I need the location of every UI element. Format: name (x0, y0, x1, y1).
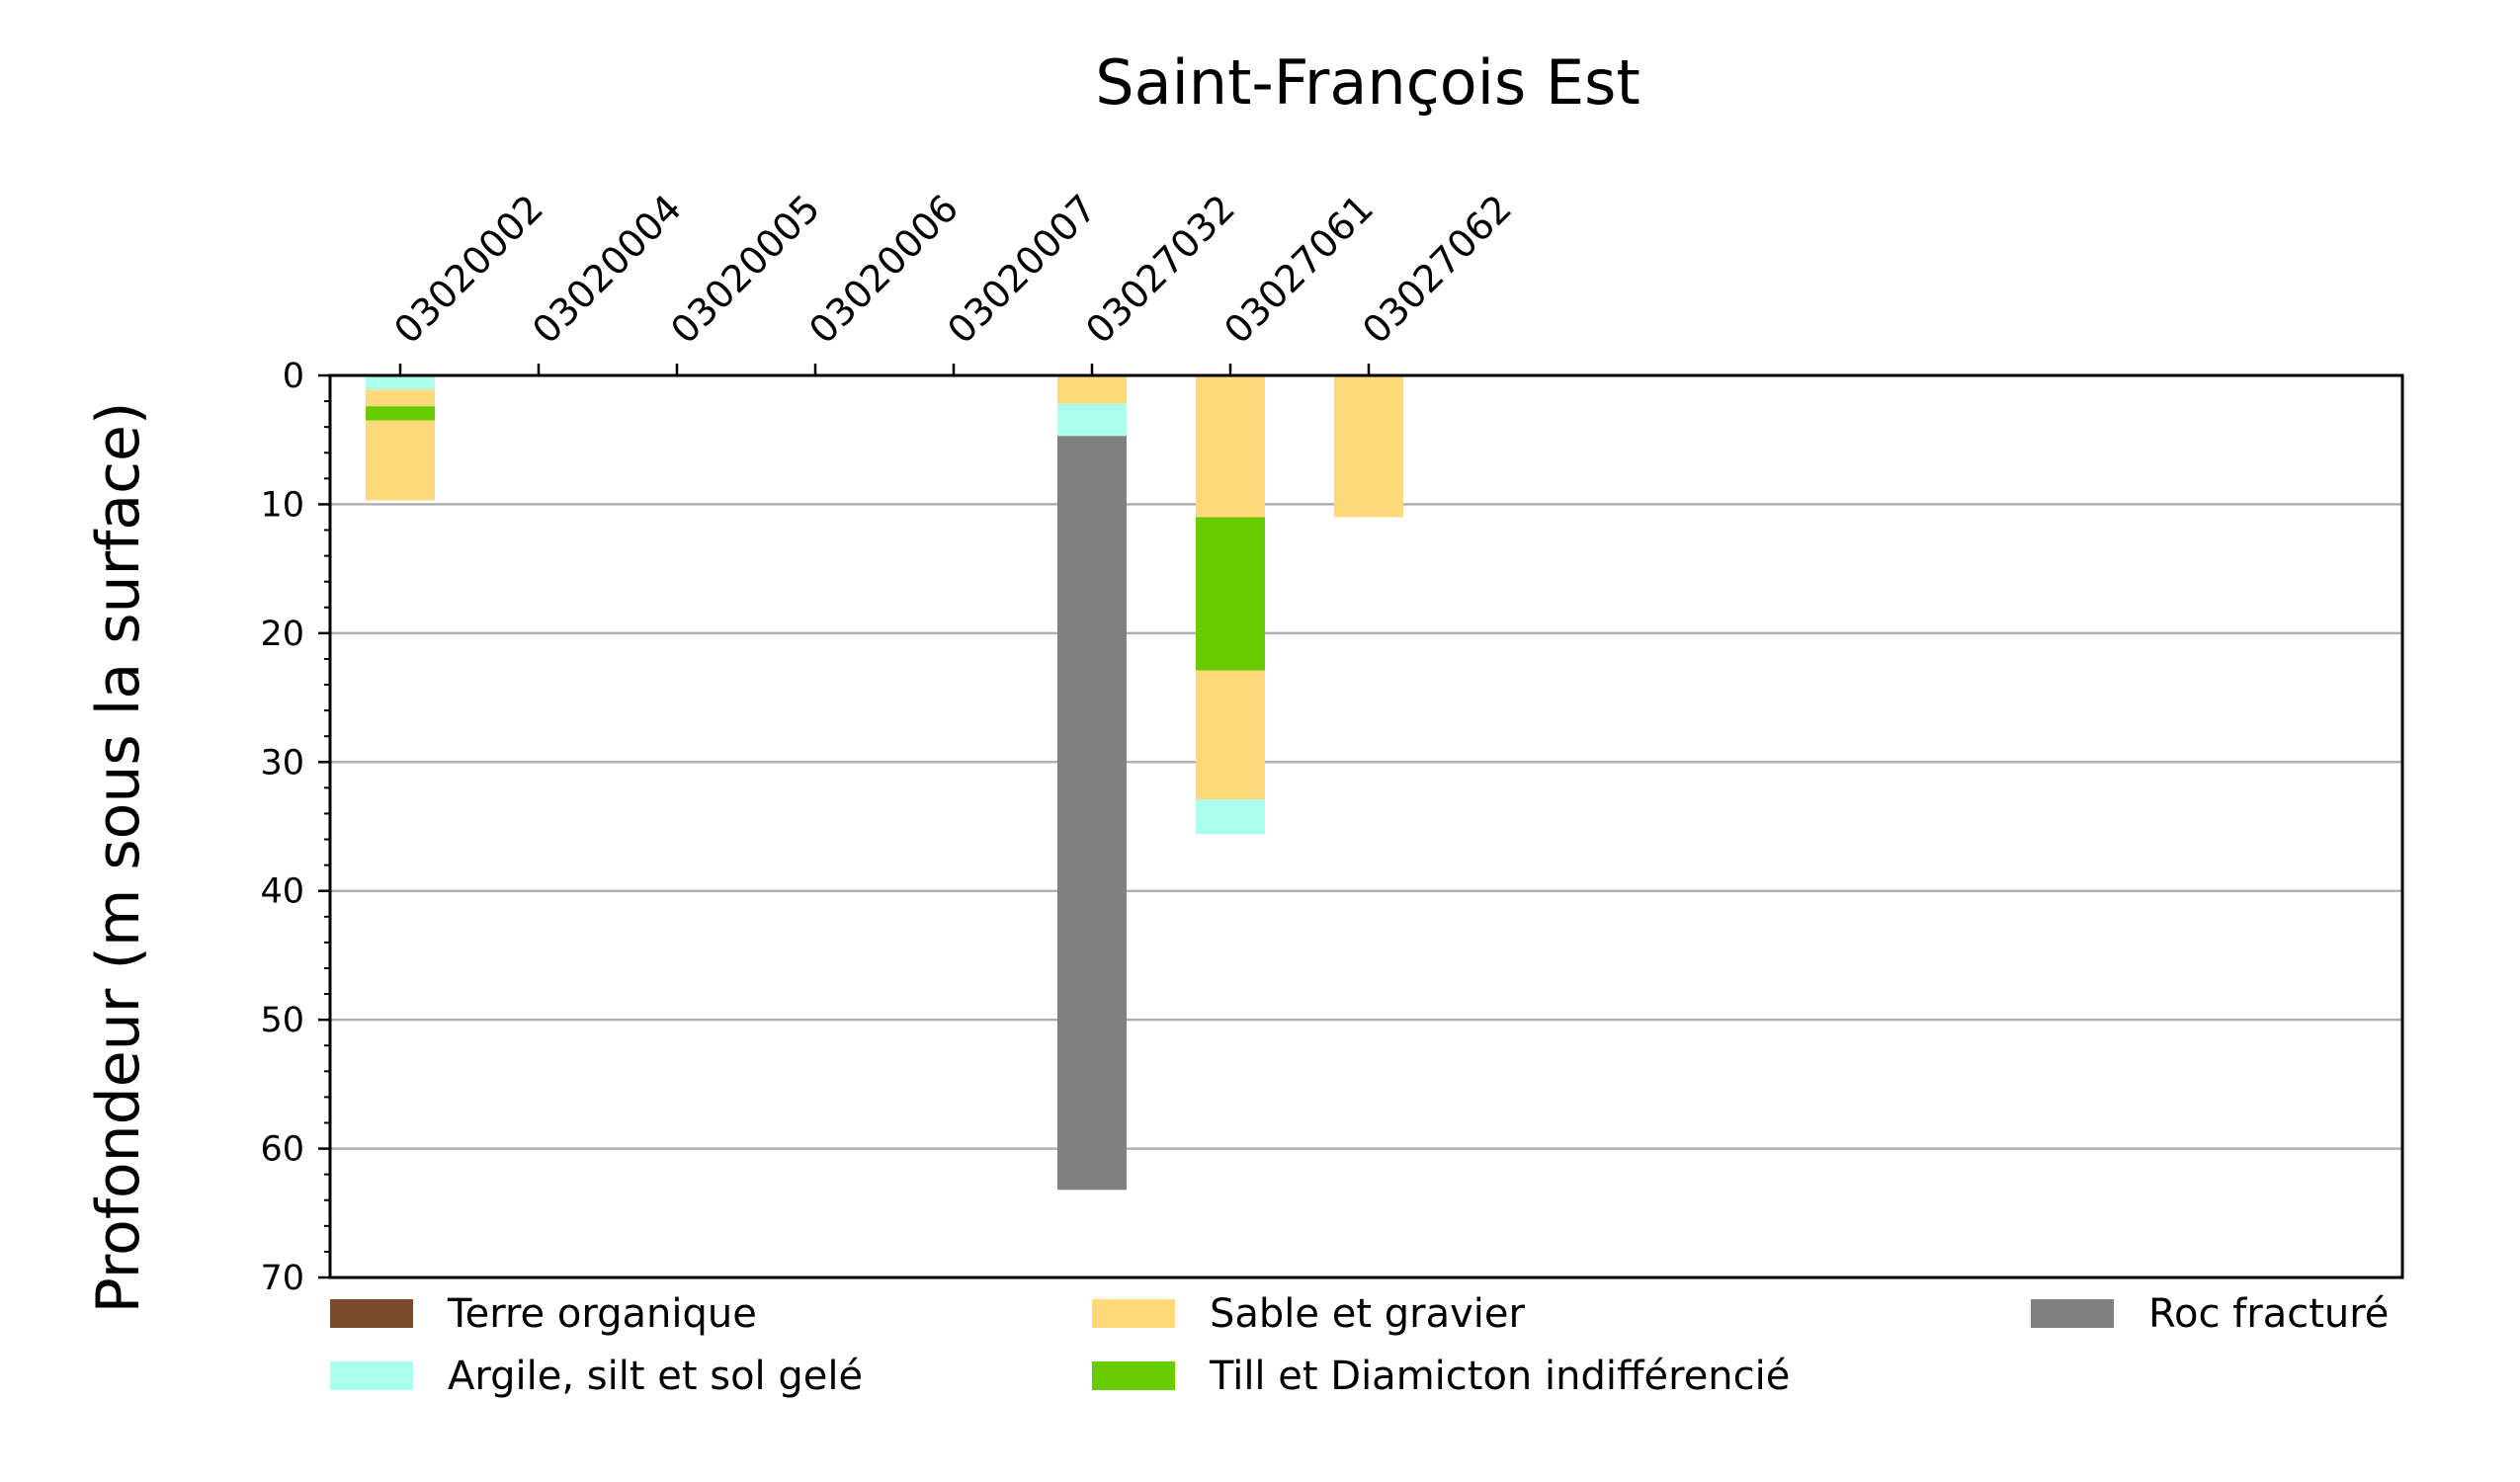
x-axis-top: 0302000203020004030200050302000603020007… (385, 186, 1520, 375)
strata-segment (366, 420, 435, 501)
strata-segment (1196, 517, 1265, 671)
legend-label: Terre organique (447, 1291, 757, 1337)
legend-swatch (330, 1361, 413, 1390)
strata-segment (1057, 375, 1127, 404)
strata-segment (366, 375, 435, 390)
legend-label: Roc fracturé (2148, 1291, 2389, 1337)
strata-bars (366, 375, 1403, 1191)
y-tick-label: 20 (260, 615, 304, 654)
column-label: 03027061 (1216, 186, 1382, 352)
y-axis-label: Profondeur (m sous la surface) (84, 402, 153, 1314)
strata-segment (366, 406, 435, 421)
gridlines (330, 503, 2402, 1150)
column-label: 03020006 (800, 186, 966, 352)
strata-segment (1196, 375, 1265, 518)
y-axis: 0 10 20 30 40 50 60 70 (260, 357, 330, 1298)
column-label: 03020004 (524, 186, 690, 352)
plot-frame (328, 373, 2404, 1279)
chart-title: Saint-François Est (1095, 46, 1640, 119)
strata-segment (1196, 799, 1265, 835)
column-label: 03027032 (1077, 186, 1243, 352)
y-tick-label: 60 (260, 1130, 304, 1170)
column-label: 03020002 (385, 186, 551, 352)
column-label: 03020007 (939, 186, 1105, 352)
strata-segment (1057, 436, 1127, 1191)
y-tick-label: 10 (260, 485, 304, 525)
y-tick-label: 70 (260, 1259, 304, 1298)
y-tick-label: 0 (283, 357, 304, 396)
strata-segment (1196, 670, 1265, 800)
y-tick-label: 30 (260, 743, 304, 782)
legend-label: Argile, silt et sol gelé (448, 1354, 863, 1399)
strata-segment (1057, 403, 1127, 437)
legend-label: Sable et gravier (1210, 1291, 1525, 1337)
legend-swatch (2031, 1299, 2114, 1328)
legend-label: Till et Diamicton indifférencié (1209, 1354, 1790, 1399)
legend-swatch (1092, 1299, 1175, 1328)
y-tick-label: 50 (260, 1001, 304, 1040)
column-label: 03027062 (1354, 186, 1520, 352)
legend-swatch (330, 1299, 413, 1328)
legend: Terre organique Sable et gravier Roc fract… (330, 1291, 2389, 1399)
column-label: 03020005 (662, 186, 828, 352)
legend-swatch (1092, 1361, 1175, 1390)
strata-segment (1334, 375, 1403, 518)
strata-segment (366, 389, 435, 407)
y-tick-label: 40 (260, 872, 304, 912)
